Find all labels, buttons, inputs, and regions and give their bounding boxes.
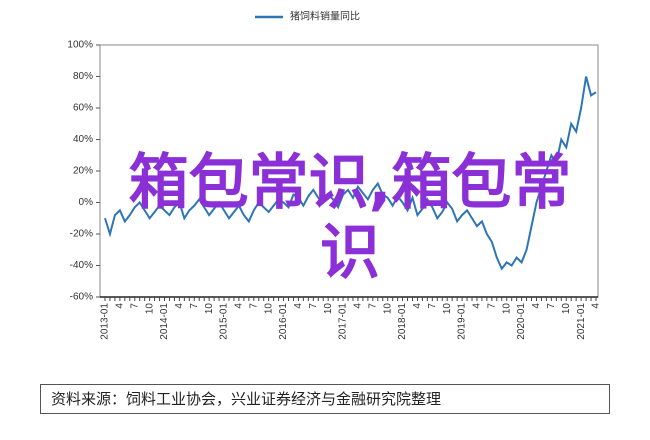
y-tick-label: 80% <box>73 71 93 82</box>
x-tick-label: 7 <box>427 303 438 309</box>
x-tick-label: 4 <box>115 303 126 309</box>
x-tick-label: 4 <box>531 303 542 309</box>
y-tick-label: -40% <box>70 260 93 271</box>
y-tick-label: -20% <box>70 229 93 240</box>
x-tick-label: 2020-01 <box>516 303 527 340</box>
x-tick-label: 7 <box>248 303 259 309</box>
x-tick-label: 10 <box>501 303 512 315</box>
x-tick-label: 10 <box>382 303 393 315</box>
y-tick-label: 40% <box>73 134 93 145</box>
x-tick-label: 2018-01 <box>397 303 408 340</box>
x-tick-label: 10 <box>144 303 155 315</box>
x-tick-label: 7 <box>189 303 200 309</box>
x-tick-label: 2013-01 <box>100 303 111 340</box>
x-tick-label: 4 <box>353 303 364 309</box>
x-tick-label: 4 <box>591 303 602 309</box>
x-tick-label: 7 <box>308 303 319 309</box>
x-tick-label: 2017-01 <box>338 303 349 340</box>
y-tick-label: 60% <box>73 103 93 114</box>
x-tick-label: 2019-01 <box>457 303 468 340</box>
x-tick-label: 7 <box>486 303 497 309</box>
x-tick-label: 2015-01 <box>219 303 230 340</box>
x-tick-label: 4 <box>293 303 304 309</box>
x-tick-label: 4 <box>472 303 483 309</box>
watermark: 箱包常识,箱包常识 <box>128 148 572 288</box>
x-tick-label: 2021-01 <box>576 303 587 340</box>
x-tick-label: 7 <box>367 303 378 309</box>
x-tick-label: 10 <box>442 303 453 315</box>
x-tick-label: 7 <box>129 303 140 309</box>
y-tick-label: -60% <box>70 292 93 303</box>
data-line <box>104 76 597 271</box>
x-tick-label: 10 <box>323 303 334 315</box>
y-tick-label: 20% <box>73 166 93 177</box>
x-tick-label: 2014-01 <box>159 303 170 340</box>
x-tick-label: 7 <box>546 303 557 309</box>
x-tick-label: 10 <box>263 303 274 315</box>
legend-label: 猪饲料销量同比 <box>290 10 360 23</box>
chart: 猪饲料销量同比 -60% -40% -20% 0% 20% 40% 60% 80% 100% 20… <box>67 10 602 340</box>
y-tick-label: 0% <box>79 197 94 208</box>
x-tick-label: 4 <box>412 303 423 309</box>
x-tick-label: 4 <box>174 303 185 309</box>
x-tick-label: 2016-01 <box>278 303 289 340</box>
x-tick-label: 10 <box>204 303 215 315</box>
y-tick-label: 100% <box>67 40 93 51</box>
x-tick-label: 10 <box>561 303 572 315</box>
x-tick-label: 4 <box>234 303 245 309</box>
source-note: 资料来源：饲料工业协会，兴业证券经济与金融研究院整理 <box>40 384 610 414</box>
